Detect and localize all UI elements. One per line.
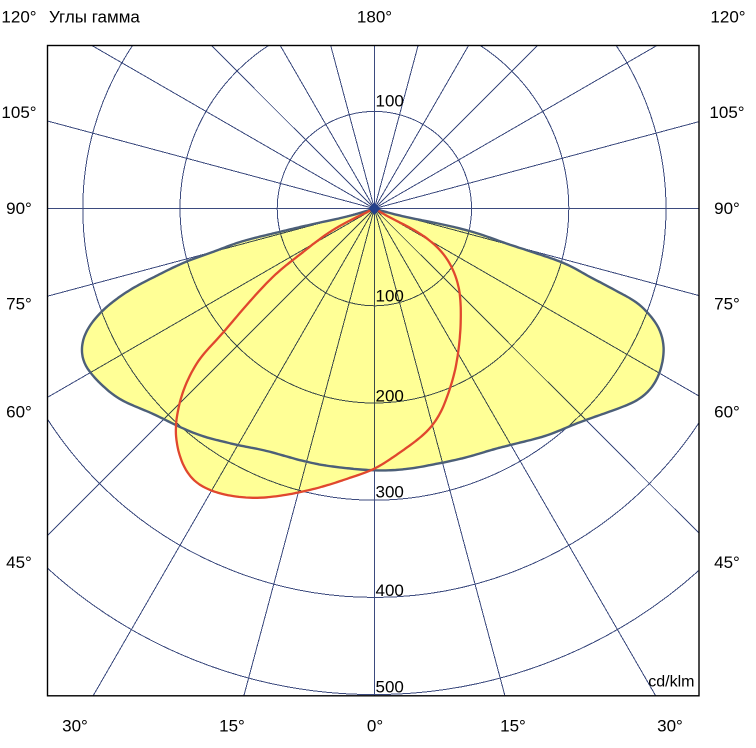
svg-text:cd/klm: cd/klm [648,674,694,691]
svg-text:200: 200 [376,386,404,405]
svg-text:45°: 45° [6,553,32,572]
svg-text:60°: 60° [714,403,740,422]
svg-text:120°: 120° [1,8,36,27]
svg-text:75°: 75° [714,294,740,313]
svg-text:500: 500 [376,678,404,697]
svg-text:100: 100 [376,287,404,306]
svg-text:180°: 180° [357,7,392,26]
svg-text:90°: 90° [6,199,32,218]
svg-text:75°: 75° [6,294,32,313]
svg-text:400: 400 [376,581,404,600]
svg-text:45°: 45° [714,553,740,572]
svg-text:100: 100 [376,92,404,111]
svg-text:0°: 0° [367,716,383,735]
svg-text:90°: 90° [714,199,740,218]
svg-text:30°: 30° [62,716,88,735]
svg-text:30°: 30° [657,716,683,735]
svg-text:120°: 120° [710,8,745,27]
svg-text:105°: 105° [709,103,744,122]
svg-text:15°: 15° [500,716,526,735]
svg-text:300: 300 [376,482,404,501]
svg-text:15°: 15° [219,716,245,735]
svg-text:60°: 60° [6,403,32,422]
svg-text:105°: 105° [1,103,36,122]
svg-text:Углы гамма: Углы гамма [49,8,140,27]
